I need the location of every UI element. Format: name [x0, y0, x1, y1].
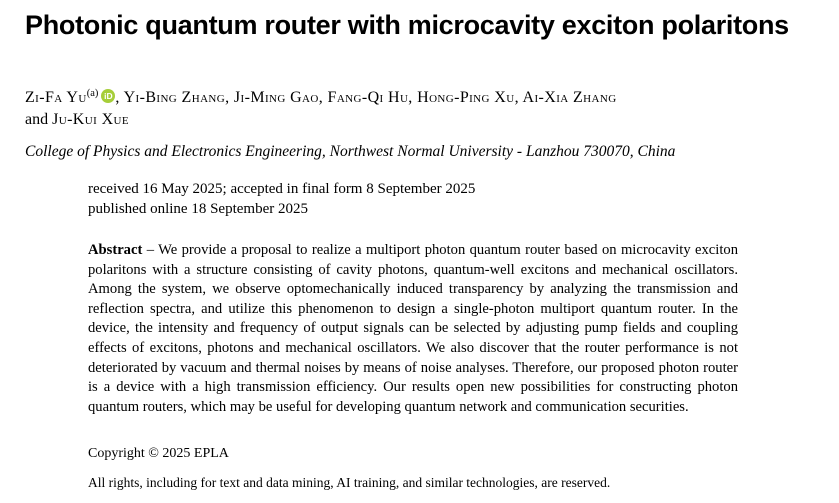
orcid-icon[interactable]: iD: [101, 89, 116, 103]
received-line: received 16 May 2025; accepted in final …: [88, 181, 476, 197]
abstract-label: Abstract: [88, 242, 143, 258]
abstract-block: Abstract – We provide a proposal to real…: [88, 241, 738, 417]
paper-title: Photonic quantum router with microcavity…: [25, 10, 789, 40]
dates-block: received 16 May 2025; accepted in final …: [88, 179, 475, 219]
rights-line: All rights, including for text and data …: [88, 475, 611, 490]
author-line2-prefix: and: [25, 111, 53, 128]
author-affiliation-marker: (a): [86, 88, 99, 99]
copyright-line: Copyright © 2025 EPLA: [88, 446, 229, 461]
abstract-text: We provide a proposal to realize a multi…: [88, 242, 738, 415]
author-list: Zi-Fa Yu(a) iD, Yi-Bing Zhang, Ji-Ming Ga…: [25, 83, 617, 131]
abstract-separator: –: [142, 242, 159, 258]
author-rest: , Yi-Bing Zhang, Ji-Ming Gao, Fang-Qi Hu…: [115, 89, 617, 106]
author-last: Ju-Kui Xue: [52, 111, 129, 128]
author-first: Zi-Fa Yu: [25, 89, 87, 106]
published-line: published online 18 September 2025: [88, 201, 308, 217]
affiliation: College of Physics and Electronics Engin…: [25, 143, 676, 160]
